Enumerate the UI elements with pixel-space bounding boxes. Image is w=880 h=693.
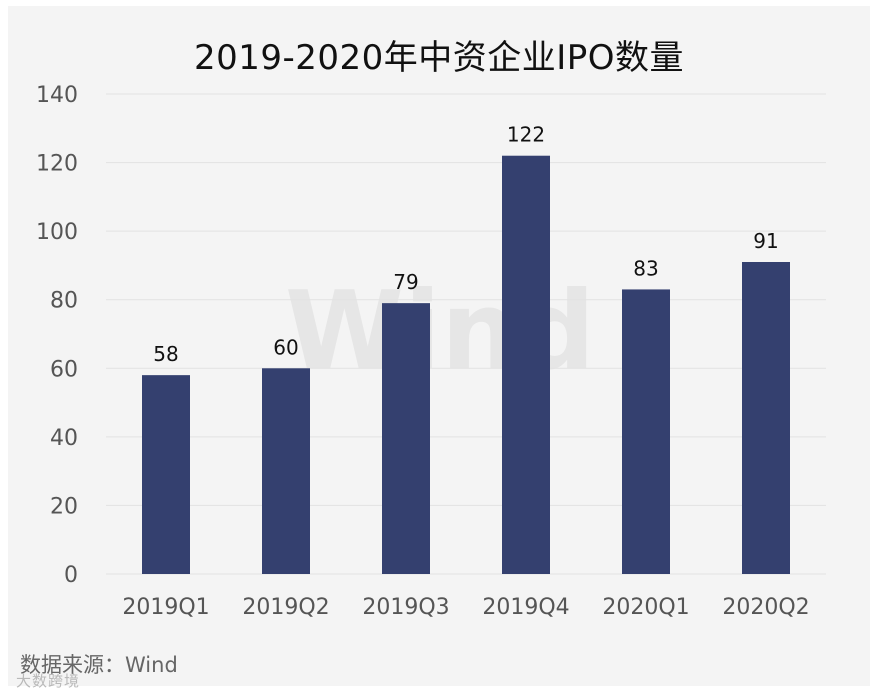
data-label: 60 [273, 335, 298, 359]
data-label: 91 [753, 229, 778, 253]
data-label: 122 [507, 123, 545, 147]
x-tick-label: 2019Q3 [362, 595, 449, 620]
bar-chart: Wind020406080100120140582019Q1602019Q279… [36, 83, 826, 620]
bar [142, 375, 190, 574]
y-tick-label: 0 [64, 563, 78, 588]
bar [502, 155, 550, 574]
bar [262, 368, 310, 574]
y-tick-label: 60 [50, 357, 78, 382]
x-tick-label: 2019Q4 [482, 595, 569, 620]
corner-watermark: 大数跨境 [16, 672, 81, 690]
bar [742, 262, 790, 574]
bar [382, 303, 430, 574]
source-note: 数据来源：Wind [20, 653, 178, 677]
x-tick-label: 2020Q1 [602, 595, 689, 620]
y-tick-label: 140 [36, 83, 78, 108]
y-tick-label: 100 [36, 220, 78, 245]
chart-title: 2019-2020年中资企业IPO数量 [193, 38, 685, 78]
bar [622, 289, 670, 574]
chart-card: 2019-2020年中资企业IPO数量 Wind 0 20 40 60 80 100 120 1… [8, 6, 870, 690]
x-tick-label: 2020Q2 [722, 595, 809, 620]
data-label: 58 [153, 342, 178, 366]
y-tick-label: 80 [50, 289, 78, 314]
data-label: 83 [633, 256, 658, 280]
x-tick-label: 2019Q1 [122, 595, 209, 620]
x-tick-label: 2019Q2 [242, 595, 329, 620]
y-tick-label: 120 [36, 152, 78, 177]
y-tick-label: 40 [50, 426, 78, 451]
y-tick-label: 20 [50, 494, 78, 519]
data-label: 79 [393, 270, 418, 294]
